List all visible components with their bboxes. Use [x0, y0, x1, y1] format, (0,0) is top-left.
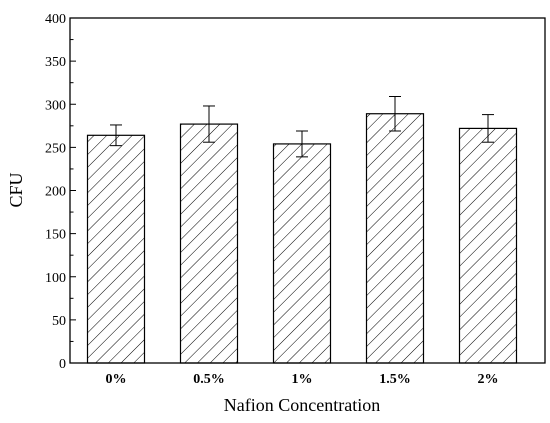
y-tick-label: 300: [45, 98, 66, 113]
error-bar-3: [296, 130, 308, 158]
y-tick-label: 250: [45, 141, 66, 156]
y-axis-title: CFU: [6, 172, 26, 207]
error-bar-4: [389, 95, 401, 132]
y-tick-label: 150: [45, 228, 66, 243]
x-axis-title: Nafion Concentration: [224, 395, 380, 415]
bar-1: [86, 134, 146, 364]
error-bars-group: [110, 95, 494, 158]
error-bar-2: [203, 105, 215, 143]
bar-3: [272, 143, 332, 364]
tick-labels-group: 0% 0.5% 1% 1.5% 2% 0 50 100 150 200 250 300 350 400: [45, 12, 499, 387]
error-bar-1: [110, 124, 122, 147]
y-tick-label: 0: [59, 357, 66, 372]
x-tick-label: 0.5%: [193, 372, 225, 387]
error-bar-5: [482, 114, 494, 143]
x-tick-label: 1.5%: [379, 372, 411, 387]
bar-5: [458, 127, 518, 364]
bar-2: [179, 123, 239, 364]
bar-4: [365, 113, 425, 364]
axis-ticks-group: [70, 17, 76, 364]
y-tick-label: 200: [45, 185, 66, 200]
y-tick-label: 350: [45, 55, 66, 70]
y-tick-label: 400: [45, 12, 66, 27]
y-tick-label: 50: [52, 314, 66, 329]
x-tick-label: 0%: [106, 372, 127, 387]
x-tick-label: 2%: [478, 372, 499, 387]
x-tick-label: 1%: [292, 372, 313, 387]
y-tick-label: 100: [45, 271, 66, 286]
